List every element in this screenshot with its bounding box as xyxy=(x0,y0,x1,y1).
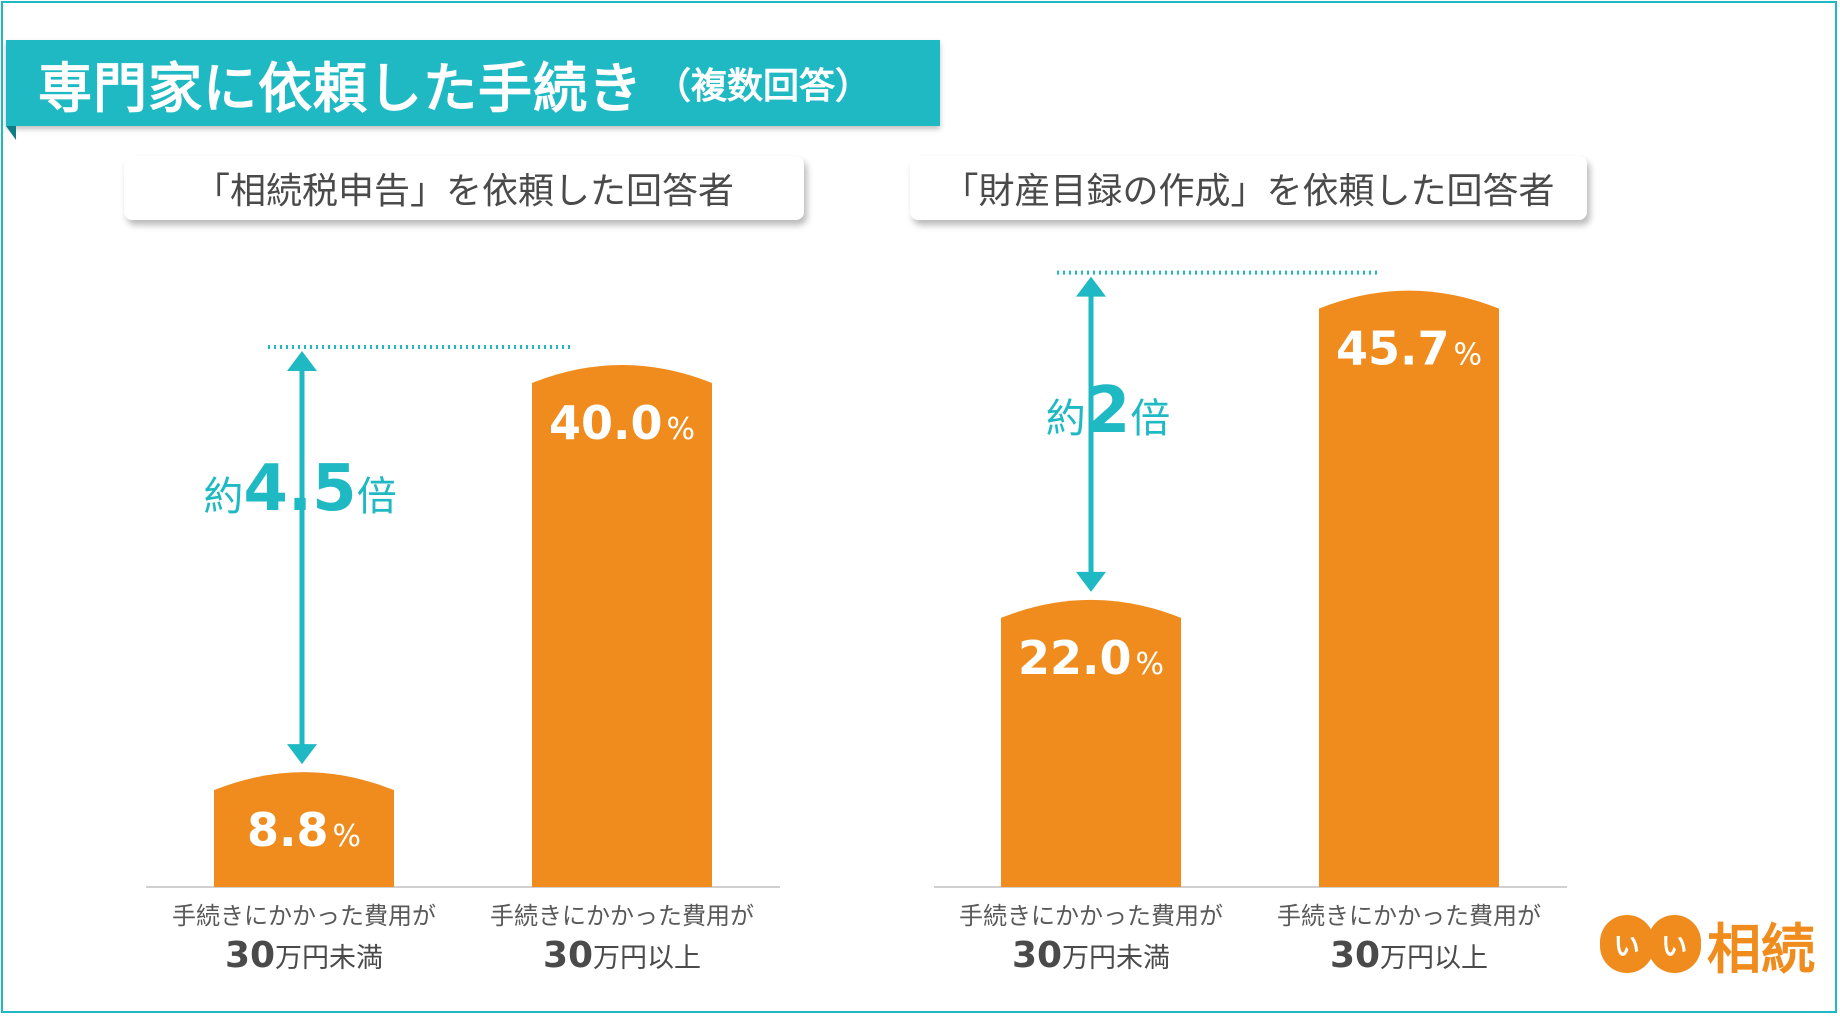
chart-1-comparison-prefix: 約 xyxy=(203,474,243,520)
chart-2-category-1-line1: 手続きにかかった費用が xyxy=(959,902,1223,930)
chart-1-category-2-suffix: 万円以上 xyxy=(593,943,701,974)
chart-2-category-2-line1: 手続きにかかった費用が xyxy=(1277,902,1541,930)
chart-1-category-1-number: 30 xyxy=(225,935,275,976)
chart-1-bar-2-unit: % xyxy=(666,412,695,447)
chart-2-bar-1-value-label: 22.0% xyxy=(1018,631,1164,685)
chart-1-bar-1 xyxy=(214,772,394,887)
chart-2-arrow-head-down xyxy=(1076,571,1106,592)
chart-2-bar-1 xyxy=(1001,599,1181,887)
chart-2-bar-2-value: 45.7 xyxy=(1336,322,1450,376)
page-title: 専門家に依頼した手続き xyxy=(38,56,643,120)
chart-1-bar-1-unit: % xyxy=(332,819,361,854)
title-banner-fold xyxy=(6,126,16,140)
chart-1-bar-1-value: 8.8 xyxy=(247,803,329,857)
chart-2-comparison-label: 約2倍 xyxy=(1046,374,1171,448)
chart-1-bar-2-value: 40.0 xyxy=(549,396,663,450)
chart-1-category-1-line1: 手続きにかかった費用が xyxy=(172,902,436,930)
chart-1-arrow-head-up xyxy=(287,351,317,371)
chart-1-bar-2 xyxy=(532,365,712,887)
chart-2-category-1-suffix: 万円未満 xyxy=(1062,943,1170,974)
chart-2-title-tab: 「財産目録の作成」を依頼した回答者 xyxy=(910,156,1587,220)
chart-1-comparison-value: 4.5 xyxy=(243,452,356,526)
chart-1-comparison-suffix: 倍 xyxy=(357,474,397,520)
chart-2-bar-2 xyxy=(1319,290,1499,887)
chart-1-category-1-suffix: 万円未満 xyxy=(275,943,383,974)
title-banner: 専門家に依頼した手続き （複数回答） xyxy=(6,40,940,126)
chart-2-bar-1-unit: % xyxy=(1135,647,1164,682)
logo-badge-2: い xyxy=(1647,915,1701,973)
chart-1-title: 「相続税申告」を依頼した回答者 xyxy=(193,171,734,212)
chart-1-category-2-number: 30 xyxy=(543,935,593,976)
chart-2-category-2-number: 30 xyxy=(1330,935,1380,976)
chart-2-bar-2-value-label: 45.7% xyxy=(1336,322,1482,376)
chart-1-category-2-line1: 手続きにかかった費用が xyxy=(490,902,754,930)
logo: い い 相続 xyxy=(1600,910,1815,981)
chart-1-title-tab: 「相続税申告」を依頼した回答者 xyxy=(124,156,804,220)
chart-2-comparison-suffix: 倍 xyxy=(1130,396,1170,442)
chart-1-category-2-line2: 30万円以上 xyxy=(543,935,701,976)
chart-1-category-1-line2: 30万円未満 xyxy=(225,935,383,976)
page-subtitle: （複数回答） xyxy=(655,66,872,107)
chart-2-bar-1-value: 22.0 xyxy=(1018,631,1132,685)
chart-2-comparison-value: 2 xyxy=(1086,374,1131,448)
chart-1-bar-2-value-label: 40.0% xyxy=(549,396,695,450)
chart-2-category-1-number: 30 xyxy=(1012,935,1062,976)
chart-1-bar-1-value-label: 8.8% xyxy=(247,803,361,857)
logo-text: 相続 xyxy=(1707,917,1815,981)
chart-2-category-2-suffix: 万円以上 xyxy=(1380,943,1488,974)
chart-2-arrow-head-up xyxy=(1076,276,1106,297)
chart-2-bar-2-unit: % xyxy=(1453,338,1482,373)
chart-1-comparison-label: 約4.5倍 xyxy=(203,452,396,526)
chart-2-comparison-prefix: 約 xyxy=(1046,396,1086,442)
chart-2-title: 「財産目録の作成」を依頼した回答者 xyxy=(942,171,1555,212)
logo-badge-1: い xyxy=(1600,915,1654,973)
chart-2-category-2-line2: 30万円以上 xyxy=(1330,935,1488,976)
chart-2-category-1-line2: 30万円未満 xyxy=(1012,935,1170,976)
chart-1-arrow-head-down xyxy=(287,744,317,765)
